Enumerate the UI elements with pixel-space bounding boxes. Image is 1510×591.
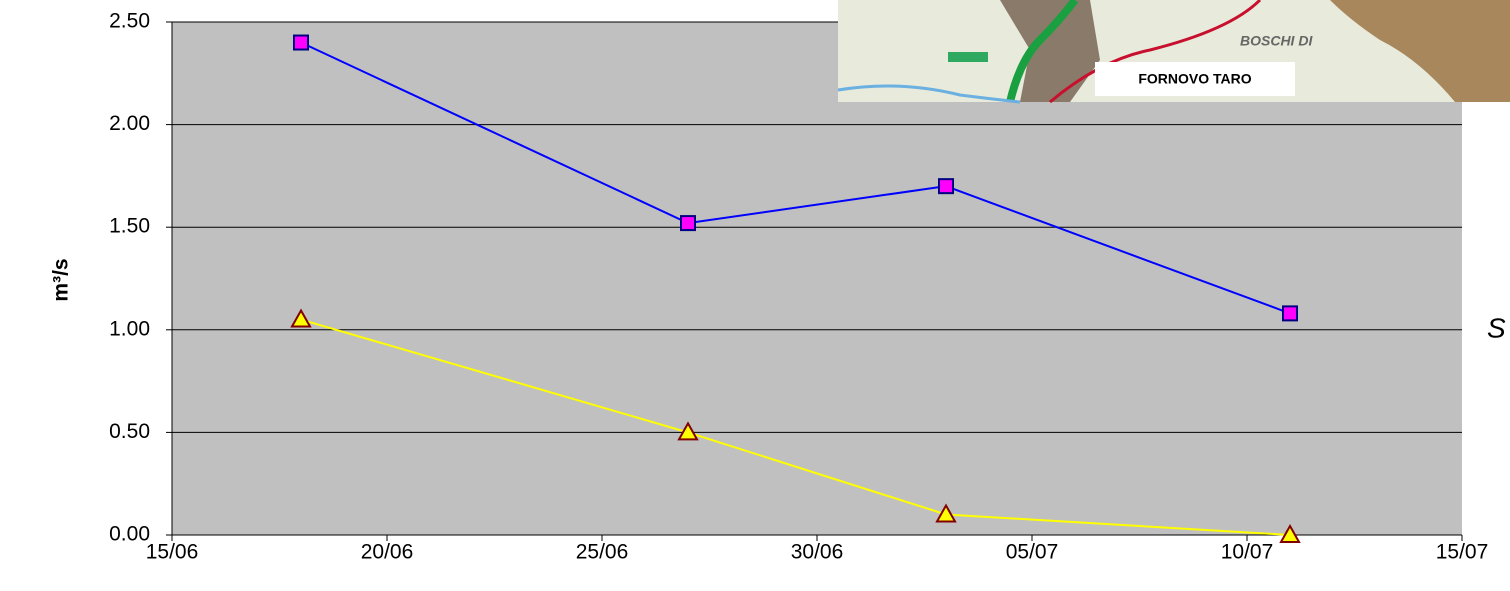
marker <box>681 216 695 230</box>
y-axis-label: m³/s <box>50 258 73 301</box>
x-tick-label: 10/07 <box>1221 541 1274 564</box>
y-tick-label: 0.00 <box>109 523 150 546</box>
map-inset: FORNOVO TARO BOSCHI DI <box>838 0 1510 102</box>
y-tick-label: 1.50 <box>109 215 150 238</box>
y-tick-label: 2.00 <box>109 112 150 135</box>
y-tick-label: 1.00 <box>109 317 150 340</box>
chart: 0.00 0.50 1.00 1.50 2.00 2.50 15/06 20/06 25/06 3… <box>0 0 1510 591</box>
x-tick-label: 15/07 <box>1436 541 1489 564</box>
marker <box>939 179 953 193</box>
x-tick-label: 20/06 <box>361 541 414 564</box>
side-text: S <box>1487 312 1506 343</box>
map-area-label: BOSCHI DI <box>1240 33 1313 49</box>
marker <box>294 36 308 50</box>
x-tick-label: 25/06 <box>576 541 629 564</box>
y-tick-label: 0.50 <box>109 420 150 443</box>
x-tick-label: 30/06 <box>791 541 844 564</box>
x-tick-label: 05/07 <box>1006 541 1059 564</box>
map-place-label: FORNOVO TARO <box>1138 71 1251 87</box>
map-sign <box>948 52 988 62</box>
y-tick-label: 2.50 <box>109 10 150 33</box>
x-tick-label: 15/06 <box>146 541 199 564</box>
marker <box>1283 306 1297 320</box>
